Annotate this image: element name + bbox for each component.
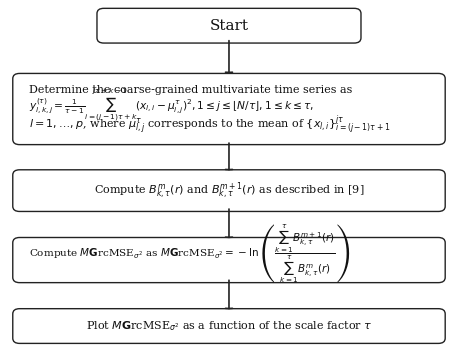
FancyBboxPatch shape — [13, 238, 445, 283]
Text: $y_{l,k,j}^{(\tau)} = \frac{1}{\tau-1}\sum_{i=(j-1)\tau+k}^{j\tau+k-1}(x_{l,i}-\: $y_{l,k,j}^{(\tau)} = \frac{1}{\tau-1}\s… — [29, 87, 314, 124]
FancyBboxPatch shape — [13, 74, 445, 145]
FancyBboxPatch shape — [13, 170, 445, 211]
Text: $l = 1,\ldots,p$, where $\mu_{l,j}^{\tau}$ corresponds to the mean of $\{x_{l,i}: $l = 1,\ldots,p$, where $\mu_{l,j}^{\tau… — [29, 114, 390, 138]
Text: Compute $B_{k,\tau}^{m}(r)$ and $B_{k,\tau}^{m+1}(r)$ as described in [9]: Compute $B_{k,\tau}^{m}(r)$ and $B_{k,\t… — [94, 180, 364, 201]
Text: Determine the coarse-grained multivariate time series as: Determine the coarse-grained multivariat… — [29, 85, 352, 95]
FancyBboxPatch shape — [97, 8, 361, 43]
Text: Compute $M\mathbf{G}$rcMSE$_{\sigma^2}$ as $M\mathbf{G}$rcMSE$_{\sigma^2} = -\ln: Compute $M\mathbf{G}$rcMSE$_{\sigma^2}$ … — [29, 222, 350, 285]
Text: Start: Start — [210, 19, 248, 33]
Text: Plot $M\mathbf{G}$rcMSE$_{\sigma^2}$ as a function of the scale factor $\tau$: Plot $M\mathbf{G}$rcMSE$_{\sigma^2}$ as … — [86, 319, 372, 333]
FancyBboxPatch shape — [13, 309, 445, 343]
